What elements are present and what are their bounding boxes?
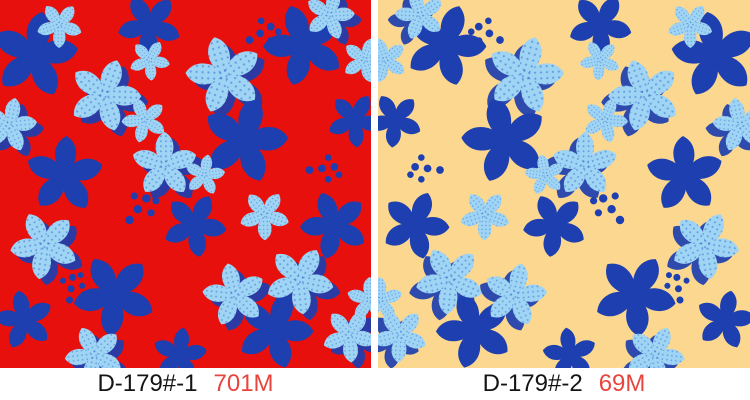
swatch-code-2: D-179#-2 [482, 370, 583, 397]
floral-pattern-1 [0, 0, 371, 368]
swatch-caption-1: D-179#-1 701M [0, 368, 371, 400]
fabric-swatch-1 [0, 0, 371, 368]
swatch-caption-2: D-179#-2 69M [378, 368, 750, 400]
fabric-swatch-2 [378, 0, 750, 368]
swatch-code-1: D-179#-1 [97, 370, 198, 397]
swatch-meters-1: 701M [213, 370, 274, 397]
floral-pattern-2 [378, 0, 750, 368]
swatch-meters-2: 69M [598, 370, 646, 397]
